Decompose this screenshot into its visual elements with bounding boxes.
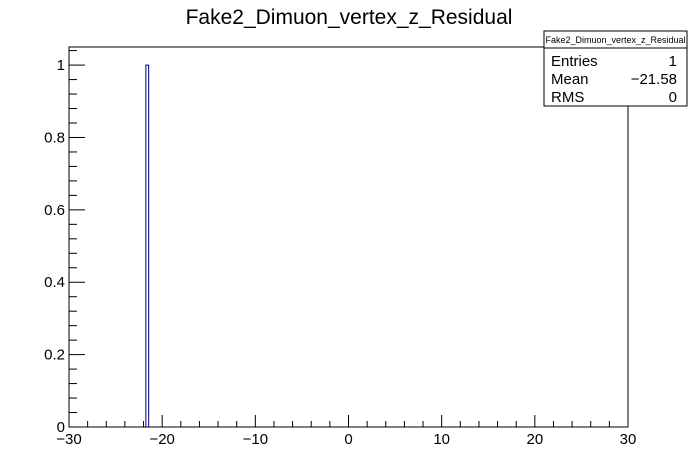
x-tick-label: 30: [620, 431, 637, 448]
x-tick-label: −30: [56, 431, 81, 448]
x-tick-label: 20: [526, 431, 543, 448]
stats-box: Fake2_Dimuon_vertex_z_Residual Entries 1…: [543, 30, 688, 107]
x-tick-label: −10: [243, 431, 268, 448]
y-tick-label: 0.8: [44, 129, 65, 146]
y-axis: 0 0.2 0.4 0.6 0.8 1: [44, 50, 85, 436]
y-tick-label: 1: [57, 57, 65, 74]
histogram-bin-0: [145, 64, 150, 427]
stats-rms-value: 0: [669, 89, 677, 106]
x-axis: −30 −20 −10 0 10 20 30: [56, 415, 636, 448]
x-tick-label: −20: [149, 431, 174, 448]
stats-box-frame: [543, 30, 688, 107]
stats-rms-label: RMS: [551, 89, 584, 106]
stats-entries-label: Entries: [551, 53, 598, 70]
y-tick-label: 0.6: [44, 202, 65, 219]
stats-mean-label: Mean: [551, 71, 589, 88]
stats-entries-value: 1: [669, 53, 677, 70]
stats-box-title: Fake2_Dimuon_vertex_z_Residual: [545, 35, 685, 45]
histogram-bars: [145, 64, 150, 427]
y-tick-label: 0: [57, 419, 65, 436]
chart-title: Fake2_Dimuon_vertex_z_Residual: [186, 6, 513, 29]
stats-mean-value: −21.58: [631, 71, 677, 88]
x-tick-label: 0: [344, 431, 352, 448]
y-tick-label: 0.4: [44, 274, 65, 291]
x-tick-label: 10: [433, 431, 450, 448]
plot-area: −30 −20 −10 0 10 20 30 0 0.2 0.4 0.6 0.8 1: [44, 46, 636, 448]
y-tick-label: 0.2: [44, 347, 65, 364]
